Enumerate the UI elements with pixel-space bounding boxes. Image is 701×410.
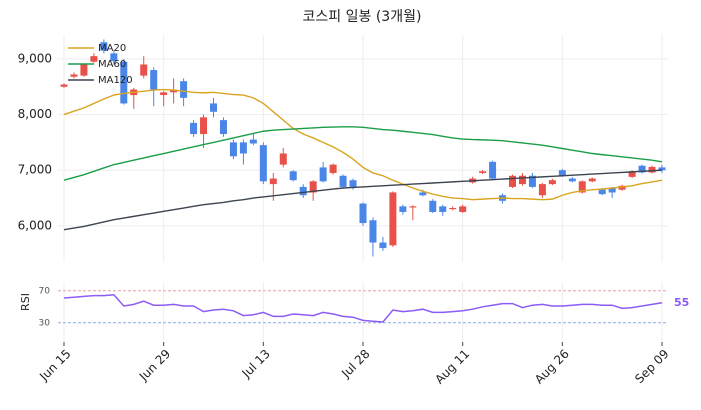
rsi-label: RSI	[19, 293, 32, 311]
candle-body	[548, 180, 556, 185]
candle-body	[459, 206, 467, 212]
candle-body	[608, 188, 616, 193]
candle-body	[219, 120, 227, 135]
candle-body	[628, 171, 636, 177]
candle-body	[349, 180, 357, 187]
x-tick-label: Aug 11	[432, 347, 472, 387]
candle-body	[319, 167, 327, 182]
ma-line	[63, 126, 663, 181]
y-tick-label: 30	[39, 318, 51, 328]
candle-body	[598, 189, 606, 195]
candle-body	[269, 178, 277, 185]
candle-body	[80, 64, 88, 76]
rsi-line	[63, 294, 663, 323]
candle-body	[279, 153, 287, 165]
legend-label: MA60	[98, 59, 126, 70]
x-tick-label: Jul 28	[338, 347, 372, 381]
candle-body	[399, 206, 407, 212]
candle-body	[489, 161, 497, 179]
candle-body	[70, 74, 78, 77]
chart-title: 코스피 일봉 (3개월)	[303, 9, 422, 25]
candle-body	[558, 170, 566, 176]
candle-body	[379, 242, 387, 249]
candle-body	[429, 200, 437, 212]
candle-body	[100, 42, 108, 51]
candle-body	[339, 175, 347, 187]
candle-body	[518, 175, 526, 185]
candle-body	[309, 181, 317, 193]
candle-body	[140, 64, 148, 76]
candle-body	[200, 117, 208, 135]
candle-body	[239, 142, 247, 154]
x-tick-label: Jul 13	[239, 347, 273, 381]
legend-label: MA20	[98, 43, 126, 54]
candle-body	[648, 166, 656, 173]
candle-body	[449, 208, 457, 210]
ma-line	[63, 169, 663, 231]
candle-body	[588, 178, 596, 182]
y-tick-label: 9,000	[18, 51, 52, 65]
candle-body	[329, 164, 337, 173]
candle-body	[229, 142, 237, 157]
candle-body	[210, 103, 217, 112]
candle-body	[369, 220, 377, 243]
candle-body	[658, 167, 666, 171]
candle-body	[180, 81, 188, 98]
candle-body	[409, 206, 417, 208]
candle-body	[90, 56, 98, 62]
candle-body	[249, 139, 257, 144]
candle-body	[190, 122, 198, 135]
x-tick-label: Sep 09	[632, 347, 671, 386]
ma-line	[63, 88, 663, 201]
candle-body	[299, 186, 307, 196]
candle-body	[618, 185, 626, 190]
candle-body	[120, 61, 128, 104]
candle-body	[160, 92, 168, 96]
y-tick-label: 6,000	[18, 218, 52, 232]
candle-body	[419, 192, 427, 196]
candle-body	[170, 89, 178, 93]
y-tick-label: 8,000	[18, 107, 52, 121]
candle-body	[359, 203, 367, 224]
candle-body	[259, 145, 267, 182]
y-tick-label: 70	[39, 286, 51, 296]
candle-body	[439, 206, 447, 212]
rsi-last-label: 55	[674, 296, 689, 309]
x-tick-label: Aug 26	[532, 347, 572, 387]
legend-label: MA120	[98, 75, 133, 86]
candle-body	[110, 53, 118, 62]
x-tick-label: Jun 29	[136, 347, 173, 384]
candle-body	[389, 192, 397, 246]
candle-body	[538, 184, 546, 196]
candle-body	[60, 84, 68, 87]
candle-body	[578, 181, 586, 193]
candle-body	[568, 178, 576, 182]
candle-body	[289, 171, 297, 181]
y-tick-label: 7,000	[18, 163, 52, 177]
candle-body	[638, 165, 646, 173]
candle-body	[150, 70, 158, 90]
candle-body	[528, 175, 536, 187]
candle-body	[479, 171, 487, 173]
x-tick-label: Jun 15	[36, 347, 73, 384]
candle-body	[509, 175, 516, 187]
